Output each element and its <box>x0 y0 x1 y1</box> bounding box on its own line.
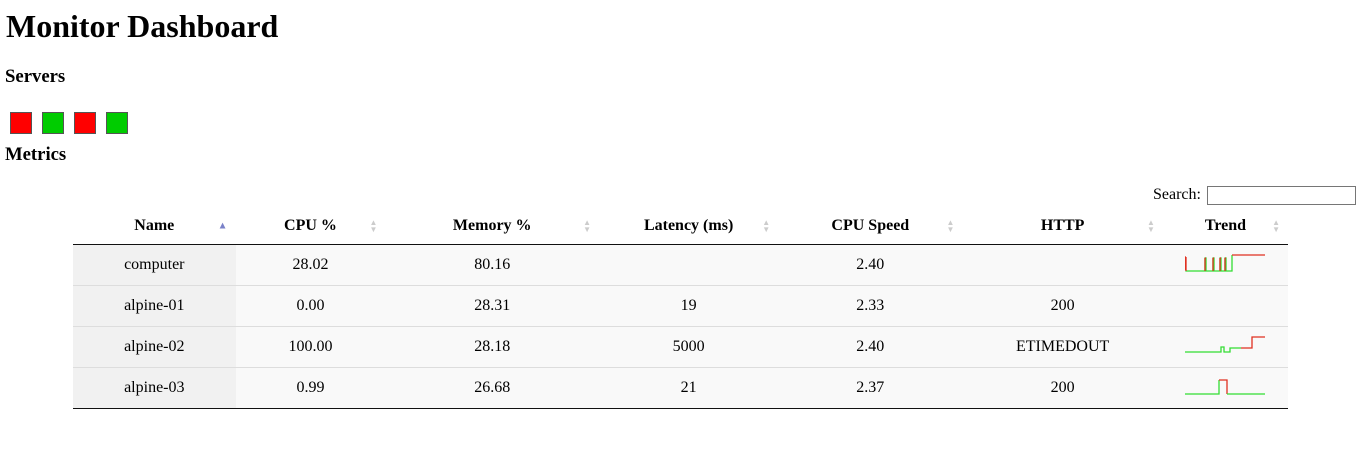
sort-both-icon: ▲ ▼ <box>583 217 592 234</box>
column-header-label: Latency (ms) <box>643 216 734 234</box>
metrics-table: Name ▲ CPU % ▲ ▼ Memory % ▲ ▼ Latency (ms)… <box>73 207 1288 409</box>
cell-trend <box>1162 326 1288 368</box>
server-status-box[interactable] <box>42 112 64 134</box>
cell-http <box>962 245 1162 286</box>
column-header-name[interactable]: Name ▲ <box>73 207 236 245</box>
sort-both-icon: ▲ ▼ <box>369 217 378 234</box>
cell-trend <box>1163 245 1288 286</box>
table-row[interactable]: alpine-01 0.00 28.31 19 2.33 200 <box>73 285 1288 327</box>
column-header-label: Trend <box>1204 216 1247 234</box>
sort-both-icon: ▲ ▼ <box>1146 217 1155 234</box>
cell-trend <box>1162 367 1288 409</box>
cell-cpu-speed: 2.40 <box>856 256 885 273</box>
column-header-label: HTTP <box>1040 216 1085 234</box>
sort-both-icon: ▲ ▼ <box>946 217 955 234</box>
cell-latency: 19 <box>599 285 779 327</box>
servers-heading: Servers <box>5 66 66 87</box>
table-row[interactable]: computer 28.02 80.16 2.40 <box>73 244 1288 286</box>
cell-cpu: 100.00 <box>235 326 386 368</box>
cell-latency: 5000 <box>599 326 779 368</box>
column-header-label: CPU Speed <box>831 216 910 234</box>
column-header-label: Name <box>134 216 175 234</box>
cell-cpu-speed: 2.33 <box>778 285 963 327</box>
cell-latency <box>599 245 778 286</box>
cell-cpu-speed: 2.40 <box>778 326 963 368</box>
trend-sparkline <box>1185 254 1266 272</box>
table-search: Search: <box>1153 184 1356 206</box>
table-row[interactable]: alpine-02 100.00 28.18 5000 2.40 ETIMEDO… <box>73 326 1288 368</box>
cell-name: alpine-02 <box>73 326 236 368</box>
cell-name: alpine-03 <box>73 367 236 409</box>
page-title: Monitor Dashboard <box>6 8 279 44</box>
cell-latency: 21 <box>599 367 779 409</box>
cell-http: 200 <box>962 367 1163 409</box>
search-label: Search: <box>1153 186 1201 203</box>
cell-http: 200 <box>962 285 1163 327</box>
search-input[interactable] <box>1206 185 1356 205</box>
cell-memory: 28.31 <box>385 285 600 327</box>
sort-both-icon: ▲ ▼ <box>762 217 771 234</box>
column-header-trend[interactable]: Trend ▲ ▼ <box>1162 207 1288 245</box>
server-status-box[interactable] <box>74 112 96 134</box>
cell-name: alpine-01 <box>73 285 236 327</box>
column-header-cpu[interactable]: CPU % ▲ ▼ <box>235 207 386 245</box>
cell-cpu: 0.00 <box>235 285 386 327</box>
column-header-label: Memory % <box>452 216 532 234</box>
cell-memory: 26.68 <box>385 367 600 409</box>
cell-cpu: 28.02 <box>292 256 329 273</box>
cell-memory: 80.16 <box>474 256 511 273</box>
server-status-box[interactable] <box>106 112 128 134</box>
metrics-heading: Metrics <box>5 144 67 165</box>
column-header-cpu-speed[interactable]: CPU Speed ▲ ▼ <box>778 207 963 245</box>
cell-trend <box>1162 285 1288 327</box>
cell-cpu-speed: 2.37 <box>778 367 963 409</box>
server-status-list <box>10 112 128 134</box>
server-status-box[interactable] <box>10 112 32 134</box>
trend-sparkline <box>1185 379 1266 395</box>
sort-both-icon: ▲ ▼ <box>1272 217 1280 234</box>
cell-http: ETIMEDOUT <box>962 326 1163 368</box>
cell-cpu: 0.99 <box>235 367 386 409</box>
sort-ascending-icon: ▲ <box>217 220 228 231</box>
column-header-latency[interactable]: Latency (ms) ▲ ▼ <box>599 207 779 245</box>
cell-memory: 28.18 <box>385 326 600 368</box>
table-row[interactable]: alpine-03 0.99 26.68 21 2.37 200 <box>73 367 1288 409</box>
column-header-http[interactable]: HTTP ▲ ▼ <box>962 207 1163 245</box>
column-header-memory[interactable]: Memory % ▲ ▼ <box>385 207 600 245</box>
table-header-row: Name ▲ CPU % ▲ ▼ Memory % ▲ ▼ Latency (ms)… <box>73 207 1288 245</box>
trend-sparkline <box>1185 336 1266 353</box>
column-header-label: CPU % <box>284 216 337 234</box>
cell-name: computer <box>73 244 236 286</box>
